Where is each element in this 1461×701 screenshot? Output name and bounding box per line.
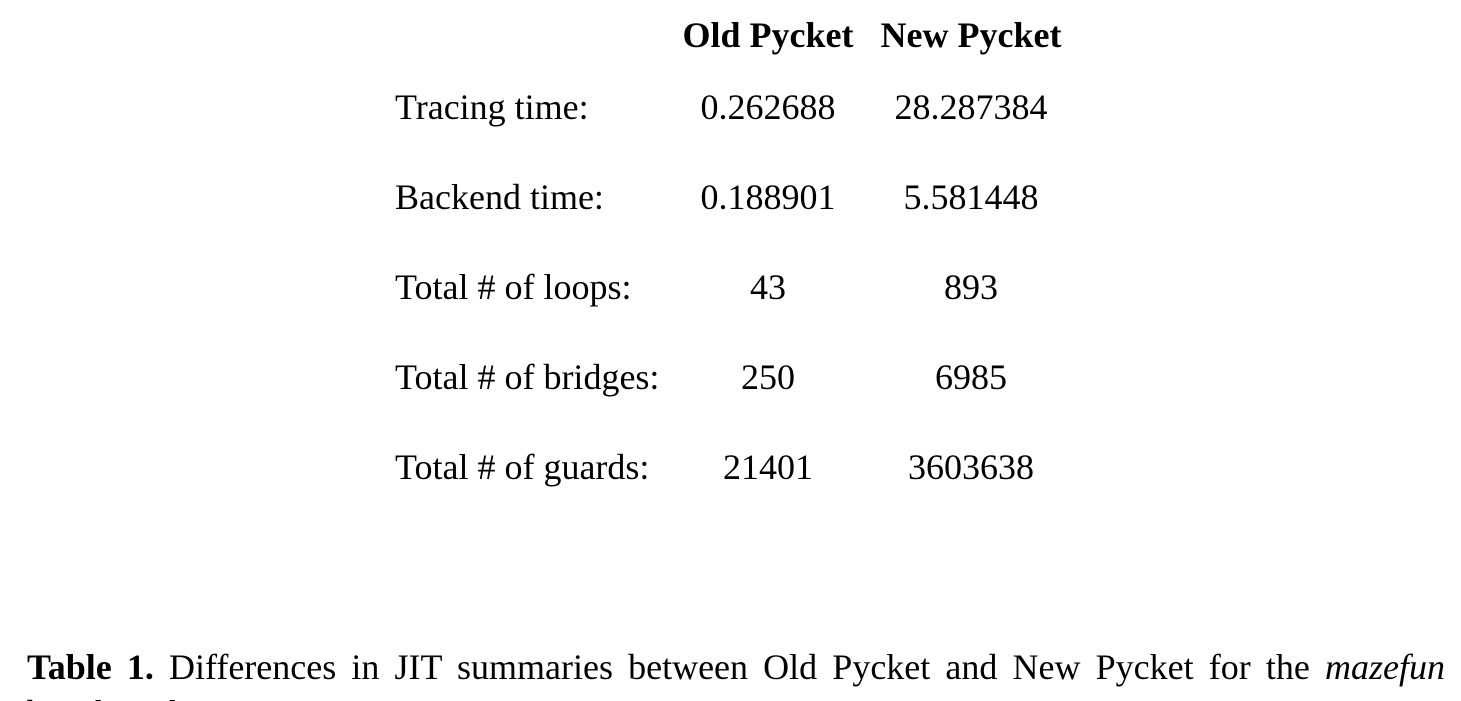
- old-pycket-value: 0.188901: [700, 177, 836, 217]
- row-label: Total # of guards:: [395, 447, 650, 487]
- row-label: Total # of loops:: [395, 267, 632, 307]
- new-pycket-value: 6985: [935, 357, 1007, 397]
- new-pycket-value: 5.581448: [903, 177, 1039, 217]
- header-new-pycket: New Pycket: [880, 15, 1062, 55]
- caption-text: Differences in JIT summaries between Old…: [153, 647, 1325, 687]
- table-caption: Table 1. Differences in JIT summaries be…: [27, 644, 1445, 701]
- row-label: Backend time:: [395, 177, 604, 217]
- new-pycket-value: 3603638: [908, 447, 1034, 487]
- caption-text-end: benchmark: [27, 693, 187, 701]
- table-header-row: Old Pycket New Pycket: [395, 8, 1075, 62]
- jit-summary-table: Old Pycket New Pycket Tracing time: 0.26…: [395, 8, 1075, 512]
- header-old-pycket: Old Pycket: [682, 15, 854, 55]
- old-pycket-value: 250: [741, 357, 795, 397]
- table-row: Tracing time: 0.262688 28.287384: [395, 62, 1075, 152]
- old-pycket-value: 21401: [723, 447, 813, 487]
- table-row: Backend time: 0.188901 5.581448: [395, 152, 1075, 242]
- header-label-column: [395, 8, 669, 62]
- row-label: Tracing time:: [395, 87, 589, 127]
- caption-benchmark-name: mazefun: [1325, 647, 1445, 687]
- table-row: Total # of loops: 43 893: [395, 242, 1075, 332]
- row-label: Total # of bridges:: [395, 357, 660, 397]
- caption-label: Table 1.: [27, 647, 154, 687]
- old-pycket-value: 0.262688: [700, 87, 836, 127]
- new-pycket-value: 28.287384: [894, 87, 1048, 127]
- old-pycket-value: 43: [750, 267, 786, 307]
- table-row: Total # of guards: 21401 3603638: [395, 422, 1075, 512]
- table-row: Total # of bridges: 250 6985: [395, 332, 1075, 422]
- new-pycket-value: 893: [944, 267, 998, 307]
